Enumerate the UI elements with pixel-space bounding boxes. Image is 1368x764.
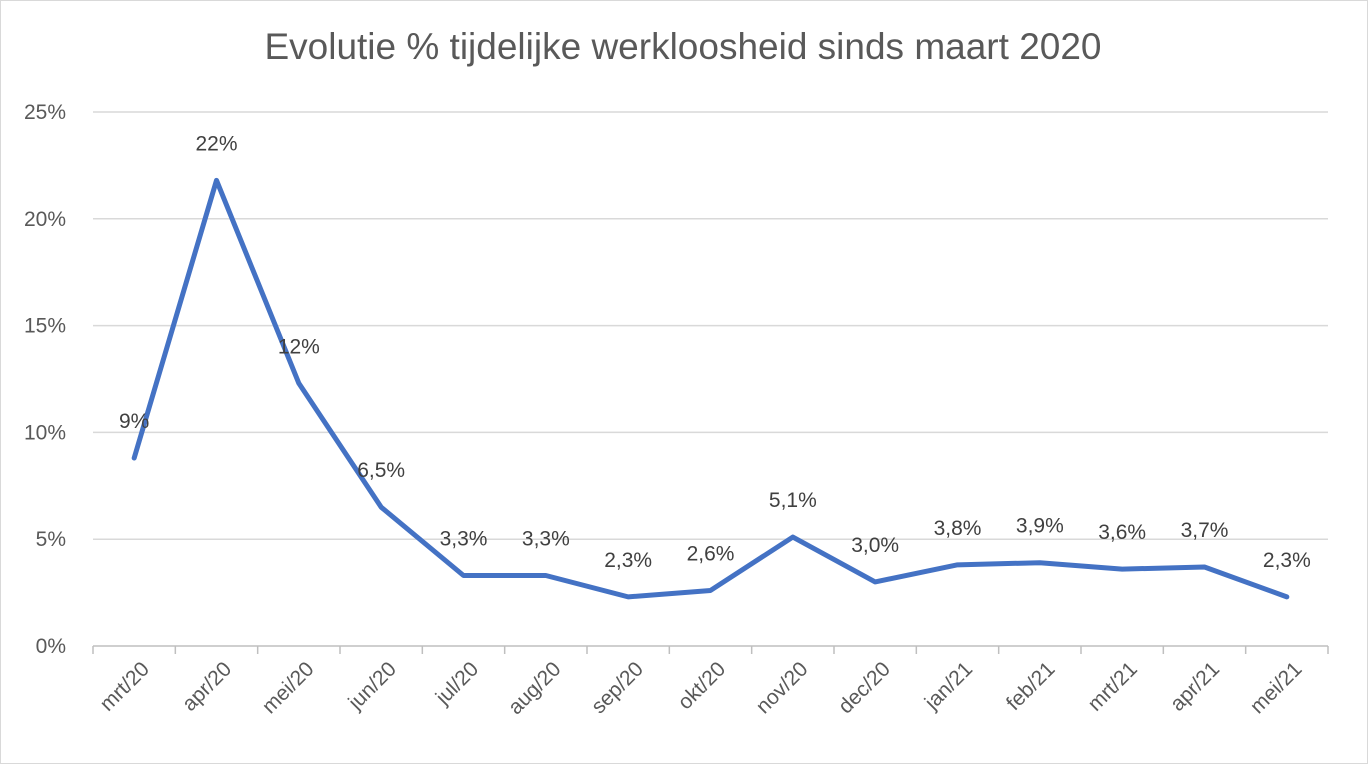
data-label: 12% — [278, 335, 320, 358]
data-label: 9% — [119, 410, 149, 433]
data-label: 5,1% — [769, 489, 817, 512]
data-label: 3,6% — [1098, 521, 1146, 544]
chart-title: Evolutie % tijdelijke werkloosheid sinds… — [264, 26, 1102, 67]
x-tick-label: nov/20 — [752, 657, 813, 718]
y-tick-label: 20% — [24, 208, 66, 231]
data-label: 3,8% — [934, 517, 982, 540]
x-tick-label: jun/20 — [343, 657, 400, 714]
series-layer — [131, 177, 1290, 600]
data-label: 3,3% — [440, 528, 488, 551]
x-tick-label: mei/20 — [258, 657, 319, 718]
x-tick-label: mrt/20 — [96, 657, 154, 715]
data-label: 3,9% — [1016, 515, 1064, 538]
data-label: 3,0% — [851, 534, 899, 557]
y-axis-ticks: 0% 5% 10% 15% 20% 25% — [24, 101, 66, 658]
y-tick-label: 0% — [36, 635, 66, 658]
y-tick-label: 25% — [24, 101, 66, 124]
x-tick-label: sep/20 — [587, 657, 648, 718]
data-label: 22% — [195, 132, 237, 155]
data-label: 2,6% — [687, 542, 735, 565]
data-label: 6,5% — [357, 459, 405, 482]
x-tick-label: apr/20 — [178, 657, 236, 715]
x-tick-label: jan/21 — [920, 657, 977, 714]
x-tick-label: aug/20 — [504, 657, 566, 719]
x-tick-label: mei/21 — [1246, 657, 1307, 718]
data-label: 3,7% — [1181, 519, 1229, 542]
x-axis: mrt/20 apr/20 mei/20 jun/20 jul/20 aug/20 sep/… — [92, 645, 1329, 719]
x-tick-label: dec/20 — [834, 657, 895, 718]
y-tick-label: 5% — [36, 528, 66, 551]
y-tick-label: 10% — [24, 421, 66, 444]
data-labels: 9% 22% 12% 6,5% 3,3% 3,3% 2,3% 2,6% 5,1% 3,0% 3,8%… — [119, 132, 1311, 572]
x-tick-label: okt/20 — [673, 657, 730, 714]
data-label: 2,3% — [604, 549, 652, 572]
x-tick-label: jul/20 — [431, 657, 483, 709]
x-tick-label: feb/21 — [1002, 657, 1060, 715]
y-tick-label: 15% — [24, 315, 66, 338]
data-label: 2,3% — [1263, 549, 1311, 572]
x-tick-label: mrt/21 — [1084, 657, 1142, 715]
data-label: 3,3% — [522, 528, 570, 551]
gridlines — [93, 111, 1328, 540]
series-line — [131, 177, 1290, 600]
x-tick-label: apr/21 — [1166, 657, 1224, 715]
